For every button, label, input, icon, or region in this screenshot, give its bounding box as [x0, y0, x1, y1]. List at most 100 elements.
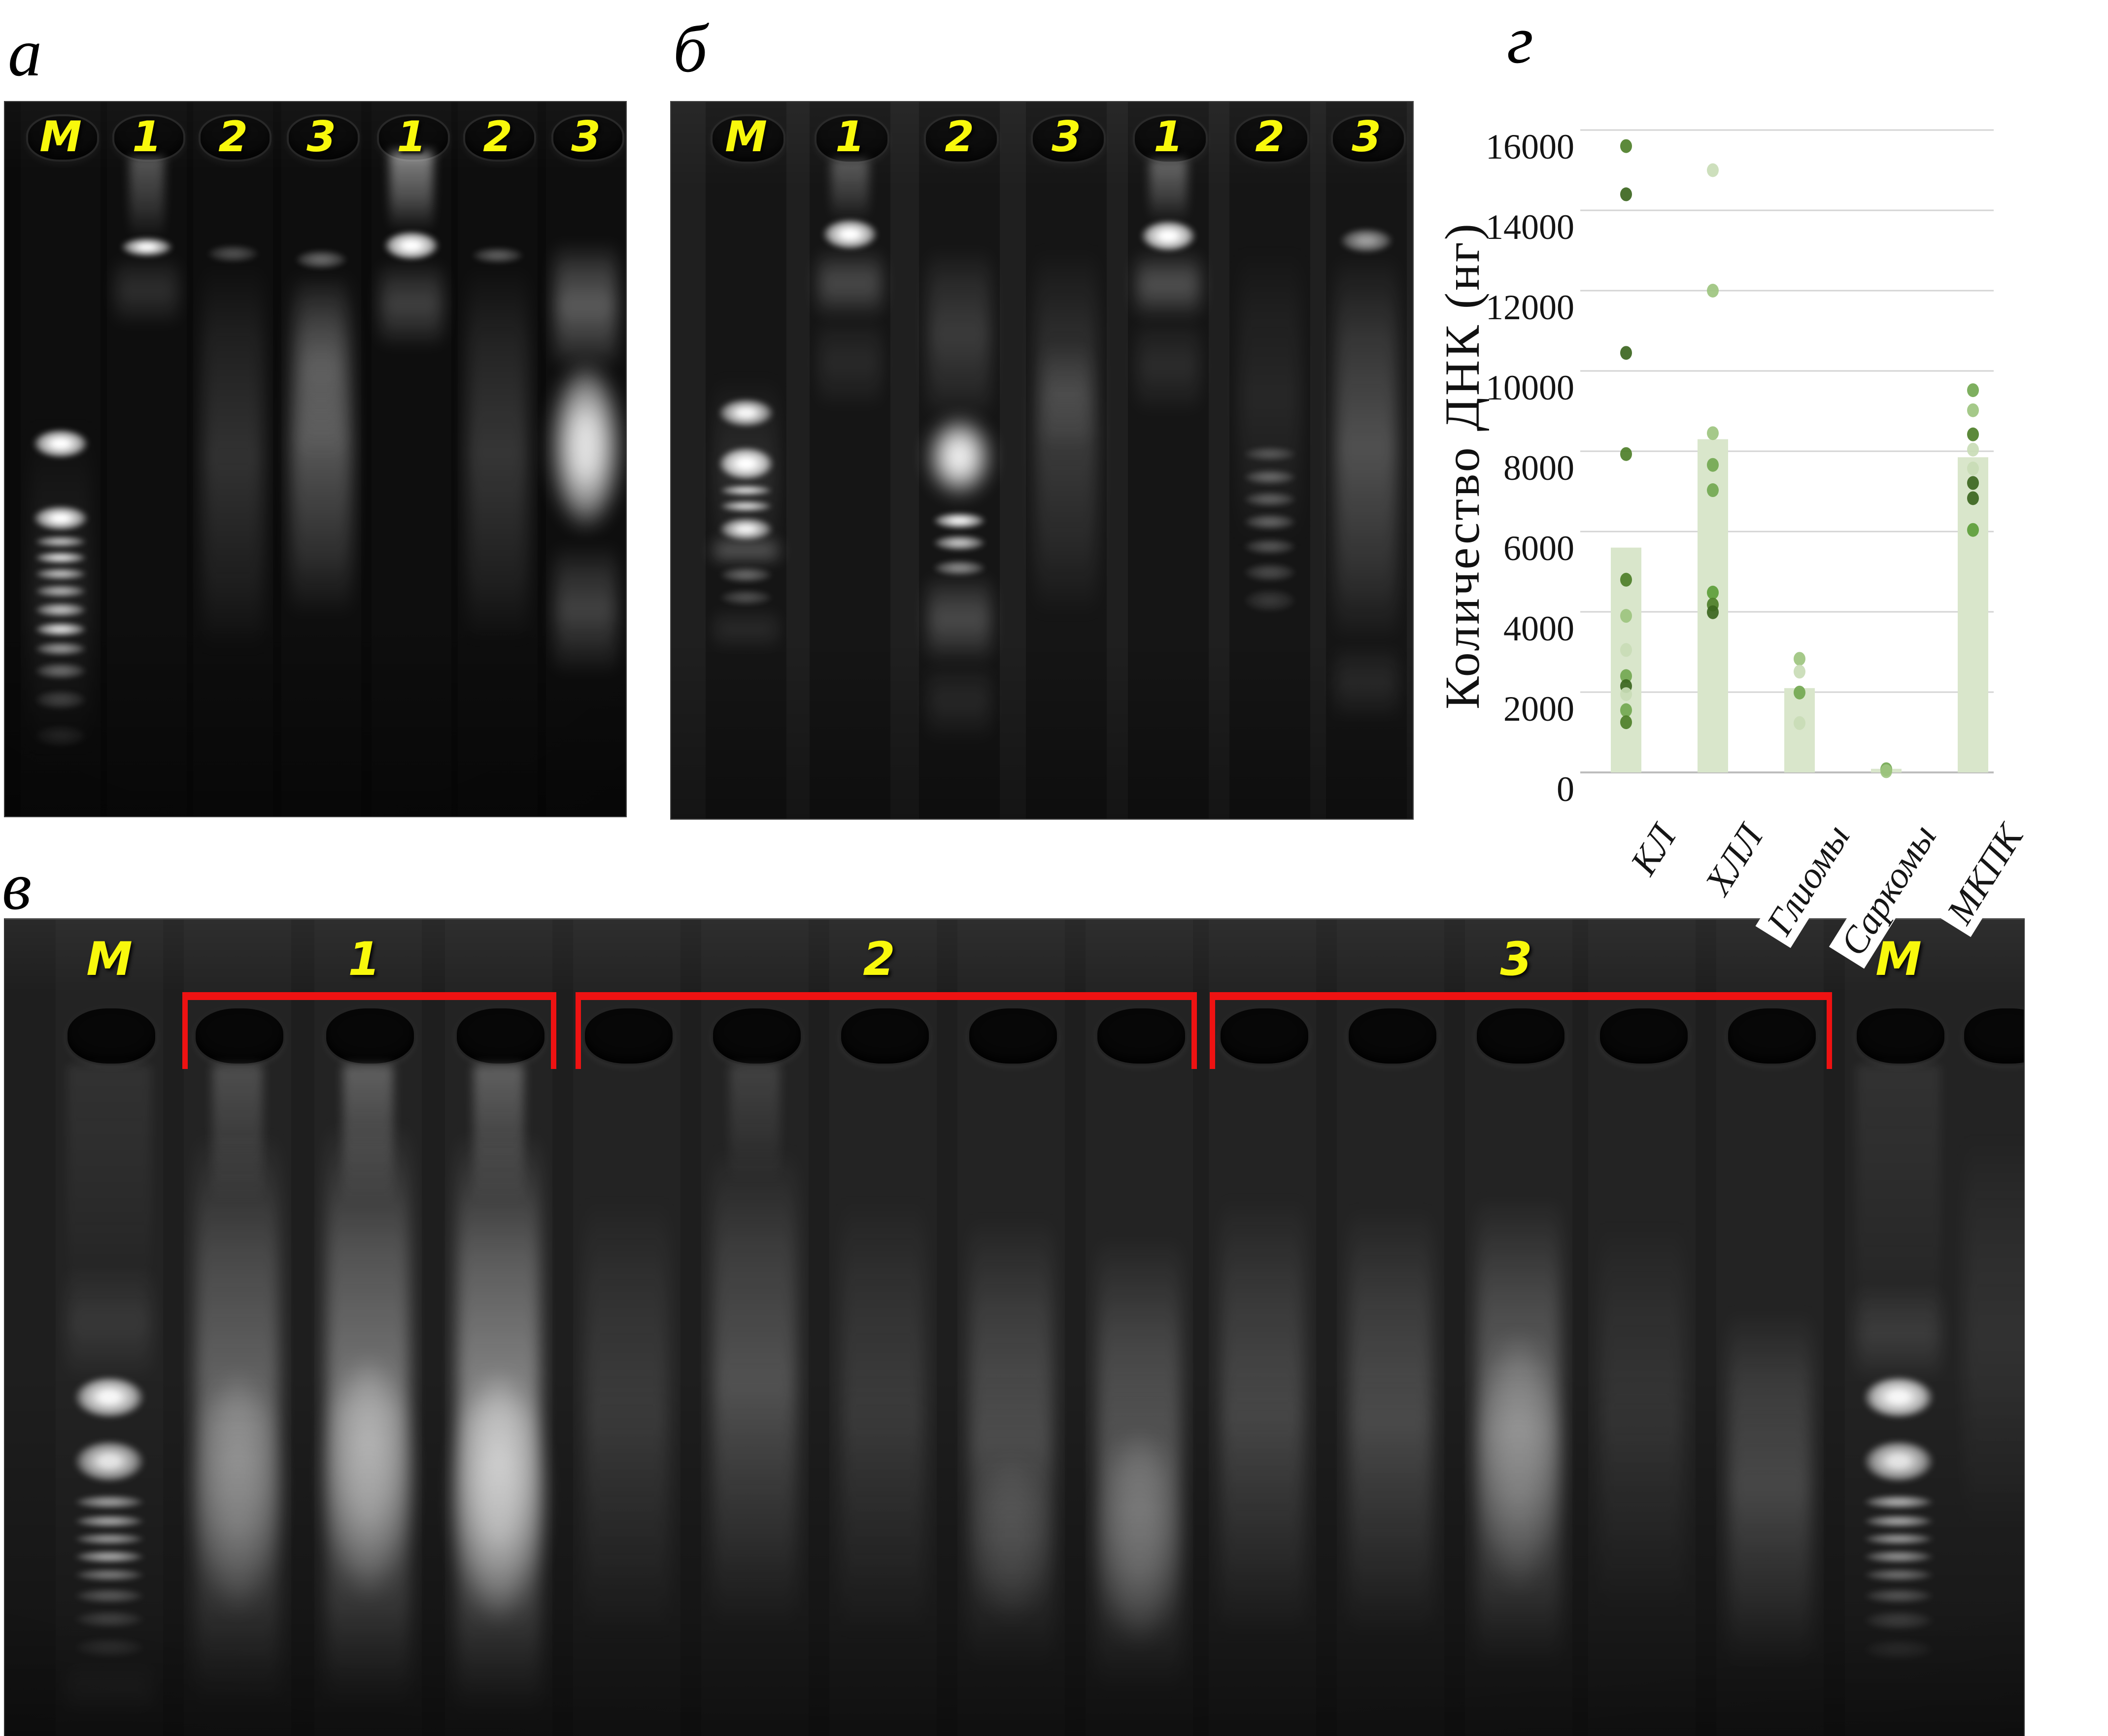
gel-well: [924, 114, 999, 164]
chart-point: [1620, 609, 1632, 623]
chart-point: [1620, 715, 1632, 730]
lane-label: 3: [571, 112, 601, 162]
gel-lane: [1229, 102, 1310, 819]
chart-point: [1620, 187, 1632, 201]
panel-label-v: в: [2, 848, 32, 924]
gel-smear: [1335, 644, 1398, 723]
gel-well: [1031, 114, 1106, 164]
chart-point: [1880, 764, 1892, 778]
gel-band: [30, 689, 92, 711]
chart-bar: [1784, 688, 1815, 772]
gel-band: [714, 589, 778, 606]
gel-band: [28, 427, 94, 460]
gel-band: [30, 641, 92, 657]
gel-streak: [389, 151, 434, 231]
chart-point: [1620, 643, 1632, 657]
chart-bar: [1958, 457, 1988, 772]
lane-label: 2: [1255, 112, 1285, 162]
y-tick-label: 0: [1557, 769, 1574, 809]
gel-band: [1238, 537, 1301, 556]
gel-band: [1238, 468, 1301, 486]
gel-band: [928, 511, 991, 530]
gel-smear: [202, 260, 264, 654]
gel-well: [711, 114, 785, 164]
gel-lane: [1026, 102, 1107, 819]
gel-band: [714, 516, 779, 542]
gel-band: [30, 601, 92, 618]
gel-smear: [1035, 246, 1098, 618]
gel-smear: [928, 246, 991, 422]
gel-band: [928, 534, 991, 552]
lane-label: 2: [218, 112, 248, 162]
chart-point: [1620, 669, 1632, 683]
gel-well: [199, 114, 272, 162]
chart-point: [1967, 442, 1979, 457]
chart-point: [1967, 491, 1979, 505]
gel-bloom: [548, 363, 623, 548]
gel-band: [1238, 513, 1301, 531]
gel-smear: [467, 262, 529, 644]
gel-band: [714, 484, 778, 497]
gel-smear: [555, 543, 617, 676]
gel-band: [714, 500, 778, 513]
chart-point: [1707, 605, 1719, 619]
y-tick-label: 6000: [1503, 529, 1574, 568]
gel-band: [714, 566, 778, 584]
gel-smear: [116, 256, 178, 326]
gel-band: [30, 621, 92, 637]
y-tick-label: 4000: [1503, 609, 1574, 648]
gel-band: [1135, 218, 1202, 254]
lane-label: 3: [1052, 112, 1081, 162]
chart-point: [1620, 139, 1632, 153]
gel-band: [116, 236, 178, 258]
gel-streak: [831, 160, 869, 220]
panel-label-g: г: [1507, 2, 1533, 77]
lane-label: 3: [306, 112, 336, 162]
gel-well: [26, 114, 99, 162]
gel-band: [467, 246, 529, 265]
lane-label: 1: [1154, 112, 1183, 162]
gel-well: [463, 114, 536, 162]
gel-smear: [714, 540, 778, 561]
gel-well: [815, 114, 889, 164]
chart-point: [1707, 284, 1719, 298]
gel-smear: [1335, 252, 1398, 644]
gel-smear: [1137, 317, 1200, 415]
gel-band: [30, 724, 92, 748]
chart-point: [1794, 652, 1805, 666]
gel-smear: [555, 241, 617, 370]
gel-smear: [1238, 246, 1301, 548]
chart-point: [1967, 383, 1979, 398]
y-tick-label: 8000: [1503, 448, 1574, 488]
chart-point: [1794, 665, 1805, 679]
gel-smear: [714, 609, 778, 649]
chart-point: [1794, 685, 1805, 700]
gel-band: [30, 551, 92, 565]
gel-smear: [299, 274, 343, 457]
y-axis-title: Количество ДНК (нг): [1435, 222, 1490, 709]
gel-band: [713, 445, 780, 482]
chart-point: [1620, 346, 1632, 360]
lane-label: M: [39, 112, 82, 162]
chart-point: [1707, 458, 1719, 472]
gel-smear: [928, 575, 991, 664]
gel-smear: [1137, 252, 1200, 319]
chart-point: [1967, 462, 1979, 476]
gel-smear: [290, 268, 352, 619]
chart-point: [1707, 483, 1719, 498]
chart-point: [1794, 716, 1805, 730]
gel-band: [202, 244, 264, 264]
lane-label: M: [725, 112, 767, 162]
gel-lane: [1326, 102, 1407, 819]
gel-streak: [130, 157, 164, 239]
y-tick-label: 16000: [1486, 127, 1574, 167]
gel-band: [30, 567, 92, 581]
gel-streak: [1149, 160, 1188, 221]
chart-point: [1620, 687, 1632, 701]
gel-band: [928, 559, 991, 577]
chart-point: [1967, 403, 1979, 417]
chart-point: [1967, 427, 1979, 441]
gel-band: [1238, 446, 1301, 462]
